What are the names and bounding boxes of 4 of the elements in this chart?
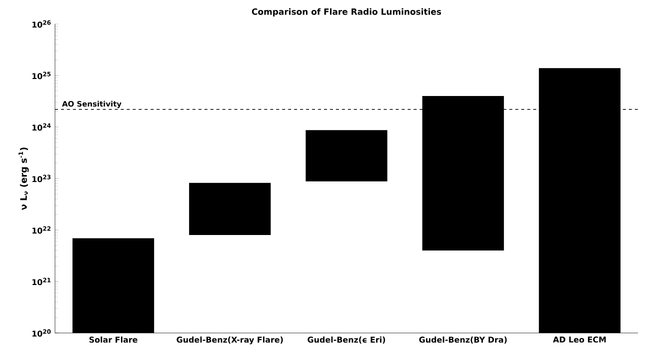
y-axis-title: ν L$_{ν}$ (erg s$^{-1}$): [18, 148, 29, 210]
bar: [306, 130, 388, 182]
bar: [189, 182, 271, 235]
chart-title: Comparison of Flare Radio Luminosities: [252, 8, 442, 16]
